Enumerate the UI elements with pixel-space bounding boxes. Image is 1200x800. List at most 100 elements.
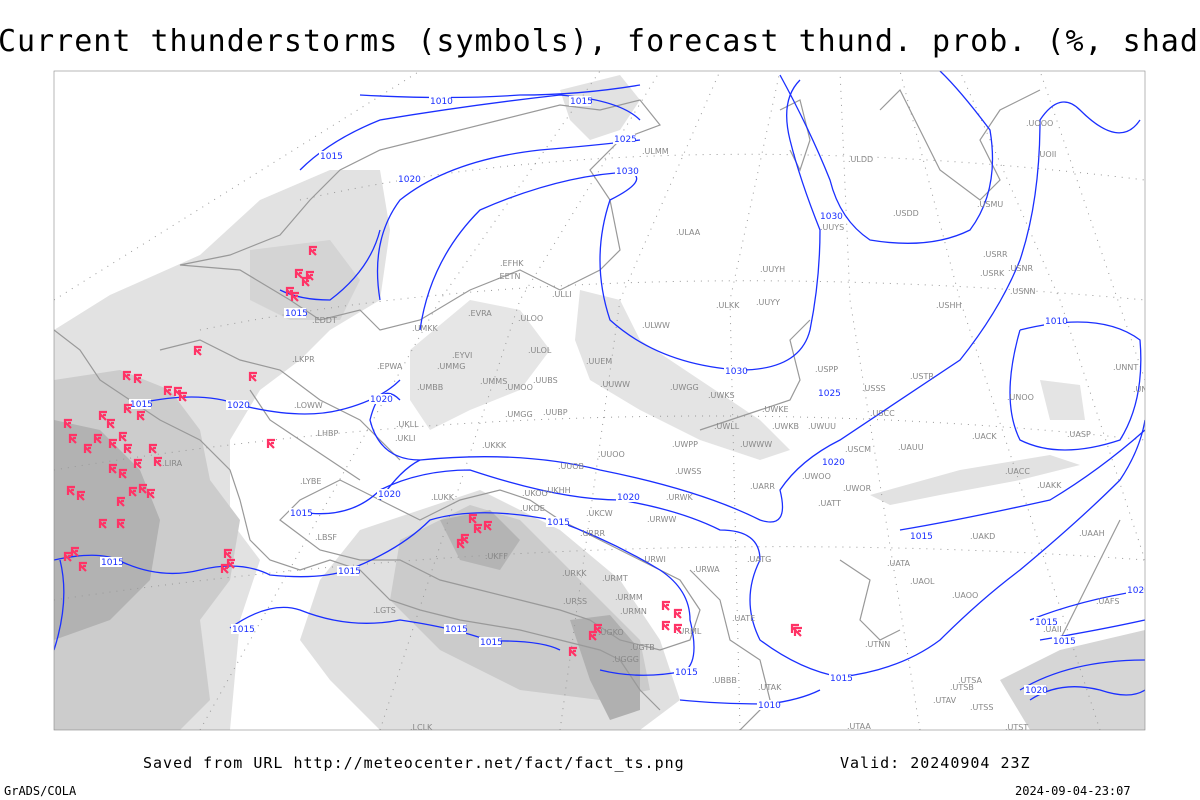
isobar-label: 1015 — [910, 532, 933, 542]
isobar-label: 1020 — [1127, 586, 1150, 596]
thunderstorm-symbol — [136, 410, 145, 421]
station-uuob: .UUOB — [558, 462, 584, 471]
thunderstorm-symbol — [308, 245, 317, 256]
thunderstorm-symbol — [148, 443, 157, 454]
thunderstorm-symbol — [70, 546, 79, 557]
station-usdd: .USDD — [893, 209, 919, 218]
station-uoii: .UOII — [1037, 150, 1056, 159]
thunderstorm-symbol — [483, 520, 492, 531]
station-uaoo: .UAOO — [952, 591, 978, 600]
thunderstorm-symbol — [163, 385, 172, 396]
station-ustr: .USTR — [910, 372, 934, 381]
station-uwgg: .UWGG — [670, 383, 699, 392]
station-umbb: .UMBB — [417, 383, 443, 392]
station-uuyy: .UUYY — [756, 298, 780, 307]
isobar-labels: 1010 1015 1025 1030 1015 1020 1030 1010 1030 1025… — [100, 96, 1150, 711]
station-usrr: .USRR — [983, 250, 1008, 259]
isobar-label: 1030 — [820, 212, 843, 222]
station-usnn: .USNN — [1010, 287, 1035, 296]
station-uuww: .UUWW — [600, 380, 630, 389]
isobar-label: 1015 — [285, 309, 308, 319]
map-title: Current thunderstorms (symbols), forecas… — [0, 24, 1200, 59]
station-lbsf: .LBSF — [315, 533, 337, 542]
thunderstorm-symbol — [123, 443, 132, 454]
station-urrr: .URRR — [580, 529, 606, 538]
thunderstorm-symbol — [468, 513, 477, 524]
thunderstorm-symbol — [76, 490, 85, 501]
isobar-lines — [54, 71, 1145, 705]
thunderstorm-symbol — [661, 600, 670, 611]
thunderstorm-symbols — [63, 245, 802, 657]
thunderstorm-symbol — [178, 391, 187, 402]
station-eetn: .EETN — [497, 272, 521, 281]
isobar-label: 1025 — [614, 135, 637, 145]
isobar-label: 1015 — [1053, 637, 1076, 647]
station-urmm: .URMM — [615, 593, 643, 602]
station-usrk: .USRK — [980, 269, 1005, 278]
isobar-label: 1030 — [616, 167, 639, 177]
thunderstorm-symbol — [128, 486, 137, 497]
station-usmu: .USMU — [977, 200, 1003, 209]
thunderstorm-symbol — [116, 518, 125, 529]
station-utss: .UTSS — [970, 703, 993, 712]
generated-timestamp: 2024-09-04-23:07 — [1015, 784, 1131, 798]
thunderstorm-symbol — [106, 418, 115, 429]
thunderstorm-symbol — [63, 551, 72, 562]
station-urkk: .URKK — [562, 569, 587, 578]
thunderstorm-symbol — [108, 463, 117, 474]
station-ukff: .UKFF — [485, 552, 508, 561]
station-uubp: .UUBP — [543, 408, 568, 417]
isobar-label: 1015 — [480, 638, 503, 648]
thunderstorm-symbol — [568, 646, 577, 657]
thunderstorm-symbol — [223, 548, 232, 559]
thunderstorm-symbol — [133, 458, 142, 469]
thunderstorm-symbol — [673, 608, 682, 619]
station-uwoo: .UWOO — [802, 472, 831, 481]
thunderstorm-symbol — [78, 561, 87, 572]
station-uate: .UATE — [732, 614, 755, 623]
station-ukli: .UKLI — [395, 434, 415, 443]
station-lkpr: .LKPR — [292, 355, 315, 364]
thunderstorm-symbol — [588, 630, 597, 641]
isobar-label: 1020 — [1025, 686, 1048, 696]
map-frame — [53, 70, 1146, 731]
station-ulmm: .ULMM — [642, 147, 669, 156]
graticule-lines — [54, 71, 1145, 730]
station-uwpp: .UWPP — [672, 440, 698, 449]
station-umms: .UMMS — [480, 377, 507, 386]
isobar-label: 1015 — [290, 509, 313, 519]
station-uasp: .UASP — [1067, 430, 1091, 439]
station-uaii: .UAII — [1043, 625, 1062, 634]
station-unoo: .UNOO — [1007, 393, 1034, 402]
thunderstorm-symbol — [108, 438, 117, 449]
station-uakd: .UAKD — [970, 532, 995, 541]
isobar-label: 1020 — [378, 490, 401, 500]
station-ulli: .ULLI — [552, 290, 572, 299]
isobar-label: 1015 — [675, 668, 698, 678]
station-uubs: .UUBS — [533, 376, 558, 385]
thunderstorm-symbol — [593, 623, 602, 634]
station-utnn: .UTNN — [865, 640, 890, 649]
station-ulol: .ULOL — [528, 346, 552, 355]
station-unbb: .UNBB — [1133, 385, 1158, 394]
station-ushh: .USHH — [936, 301, 962, 310]
isobar-label: 1015 — [547, 518, 570, 528]
station-umgg: .UMGG — [505, 410, 533, 419]
isobar-label: 1020 — [398, 175, 421, 185]
station-urwi: .URWI — [642, 555, 666, 564]
thunderstorm-symbol — [118, 468, 127, 479]
station-urwa: .URWA — [693, 565, 720, 574]
station-ukcw: .UKCW — [586, 509, 613, 518]
thunderstorm-symbol — [98, 410, 107, 421]
thunderstorm-symbol — [220, 563, 229, 574]
thunderstorm-symbol — [193, 345, 202, 356]
station-ukll: .UKLL — [396, 420, 419, 429]
station-lhbp: .LHBP — [315, 429, 339, 438]
station-urmt: .URMT — [602, 574, 628, 583]
thunderstorm-symbol — [661, 620, 670, 631]
station-uata: .UATA — [887, 559, 911, 568]
station-ulaa: .ULAA — [676, 228, 701, 237]
station-uwke: .UWKE — [762, 405, 789, 414]
station-uloo: .ULOO — [518, 314, 543, 323]
